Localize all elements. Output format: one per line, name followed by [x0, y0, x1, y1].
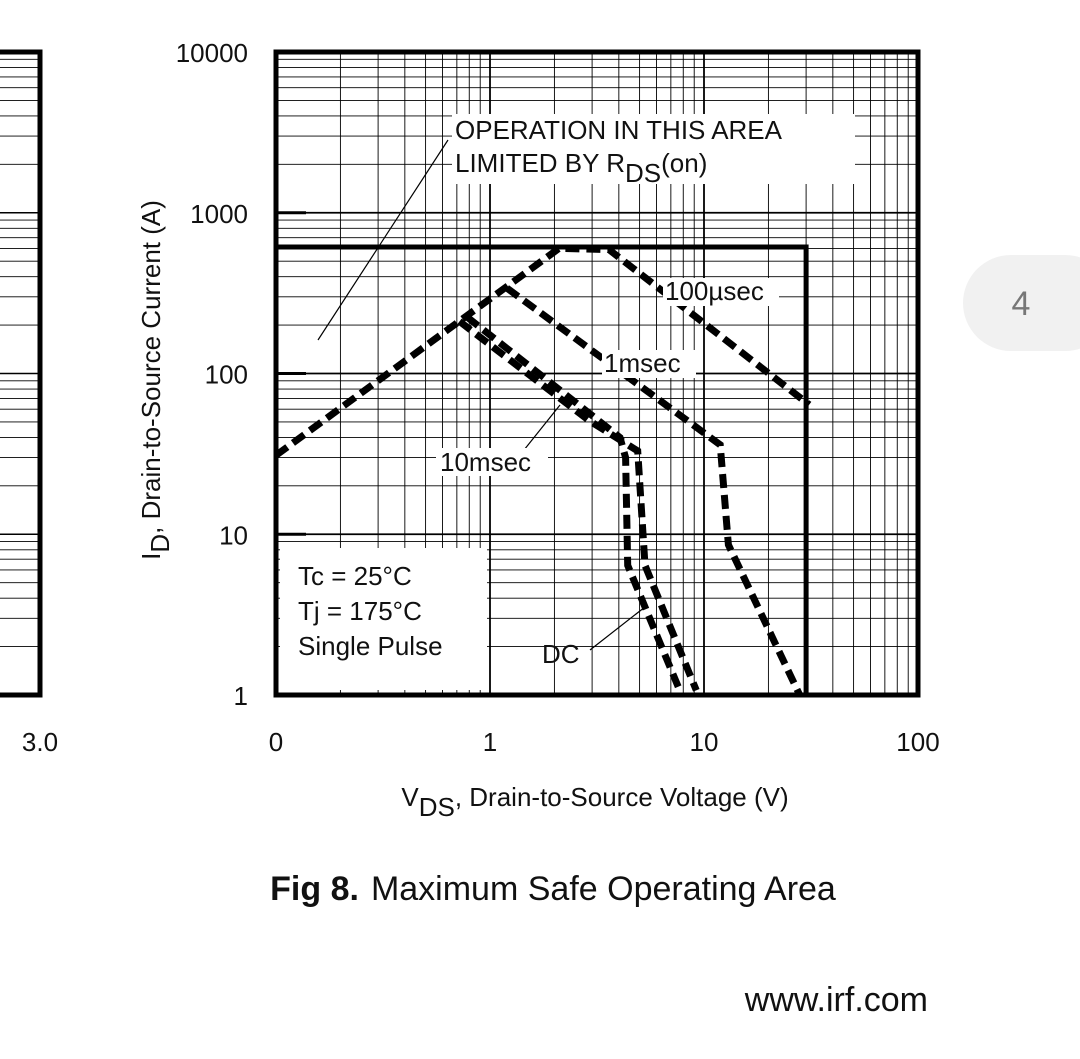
label-bg — [602, 350, 696, 378]
annotation-sub: DS — [625, 158, 661, 188]
x-tick-label: 0 — [269, 727, 283, 757]
label-bg — [663, 278, 779, 306]
figure-number: Fig 8. — [270, 870, 359, 908]
leader-line — [519, 404, 561, 456]
annotation-box — [452, 114, 855, 184]
x-axis-title-sub: DS — [419, 792, 455, 822]
x-axis-title: VDS, Drain-to-Source Voltage (V) — [401, 782, 788, 822]
series-label: 100µsec — [665, 276, 764, 306]
series-line — [464, 314, 683, 692]
y-axis-title-sub: D — [145, 534, 175, 553]
label-bg — [436, 448, 548, 476]
series-label: 10msec — [440, 447, 531, 477]
left-x-tick-label: 3.0 — [22, 727, 58, 757]
y-tick-label: 100 — [205, 360, 248, 390]
limit-line — [276, 244, 809, 695]
x-tick-label: 100 — [896, 727, 939, 757]
x-tick-label: 1 — [483, 727, 497, 757]
footer: www.irf.com — [744, 981, 928, 1019]
y-axis-title: ID, Drain-to-Source Current (A) — [136, 200, 175, 560]
y-tick-label: 1 — [234, 681, 248, 711]
caption: Fig 8. Maximum Safe Operating Area — [270, 870, 836, 908]
series-label: DC — [542, 639, 580, 669]
y-axis-title: I — [136, 553, 166, 560]
y-axis-title: , Drain-to-Source Current (A) — [136, 200, 166, 534]
conditions-box — [280, 548, 487, 690]
condition: Tc = 25°C — [298, 561, 412, 591]
x-axis-title: , Drain-to-Source Voltage (V) — [455, 782, 789, 812]
chart-title: Maximum Safe Operating Area — [371, 870, 836, 908]
y-tick-label: 10 — [219, 520, 248, 550]
series-label: 1msec — [604, 348, 681, 378]
left-chart-fragment — [0, 49, 43, 698]
annotation: LIMITED BY R — [455, 148, 625, 178]
condition: Tj = 175°C — [298, 596, 422, 626]
x-axis-title: V — [401, 782, 419, 812]
leader-line — [317, 139, 449, 341]
series-line — [457, 318, 700, 692]
annotation: OPERATION IN THIS AREA — [455, 115, 783, 145]
annotation: (on) — [661, 148, 707, 178]
page-badge — [963, 255, 1080, 351]
x-tick-label: 10 — [690, 727, 719, 757]
annotation: LIMITED BY RDS(on) — [455, 148, 707, 188]
y-tick-label: 1000 — [190, 199, 248, 229]
condition: Single Pulse — [298, 631, 443, 661]
leader-line — [589, 606, 646, 651]
page-number: 4 — [1012, 285, 1031, 323]
y-tick-label: 10000 — [176, 38, 248, 68]
series-line — [273, 244, 812, 459]
plot-frame — [273, 49, 921, 698]
